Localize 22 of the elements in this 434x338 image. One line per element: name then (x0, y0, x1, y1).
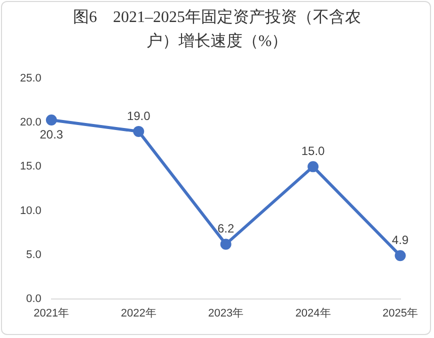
y-tick-label: 15.0 (20, 160, 42, 173)
x-tick-label: 2021年 (34, 307, 70, 320)
data-label: 20.3 (40, 127, 64, 142)
data-label: 19.0 (126, 108, 151, 123)
data-label: 15.0 (301, 144, 326, 158)
y-tick-label: 25.0 (20, 72, 42, 85)
x-tick-label: 2023年 (208, 307, 244, 320)
point (308, 161, 319, 172)
point (220, 238, 232, 250)
x-tick-label: 2024年 (295, 307, 331, 320)
chart-title: 图6 2021–2025年固定资产投资（不含农户）增长速度（%） (72, 8, 362, 52)
point (133, 126, 144, 137)
y-tick-label: 5.0 (26, 248, 42, 261)
x-tick-label: 2025年 (382, 307, 418, 320)
y-tick-label: 20.0 (20, 116, 42, 129)
y-tick-label: 0.0 (26, 292, 42, 305)
data-label: 6.2 (217, 222, 234, 236)
y-tick-label: 10.0 (20, 204, 42, 217)
x-tick-label: 2022年 (120, 307, 156, 320)
point (46, 114, 57, 126)
point (394, 250, 406, 262)
data-label: 4.9 (392, 232, 409, 247)
